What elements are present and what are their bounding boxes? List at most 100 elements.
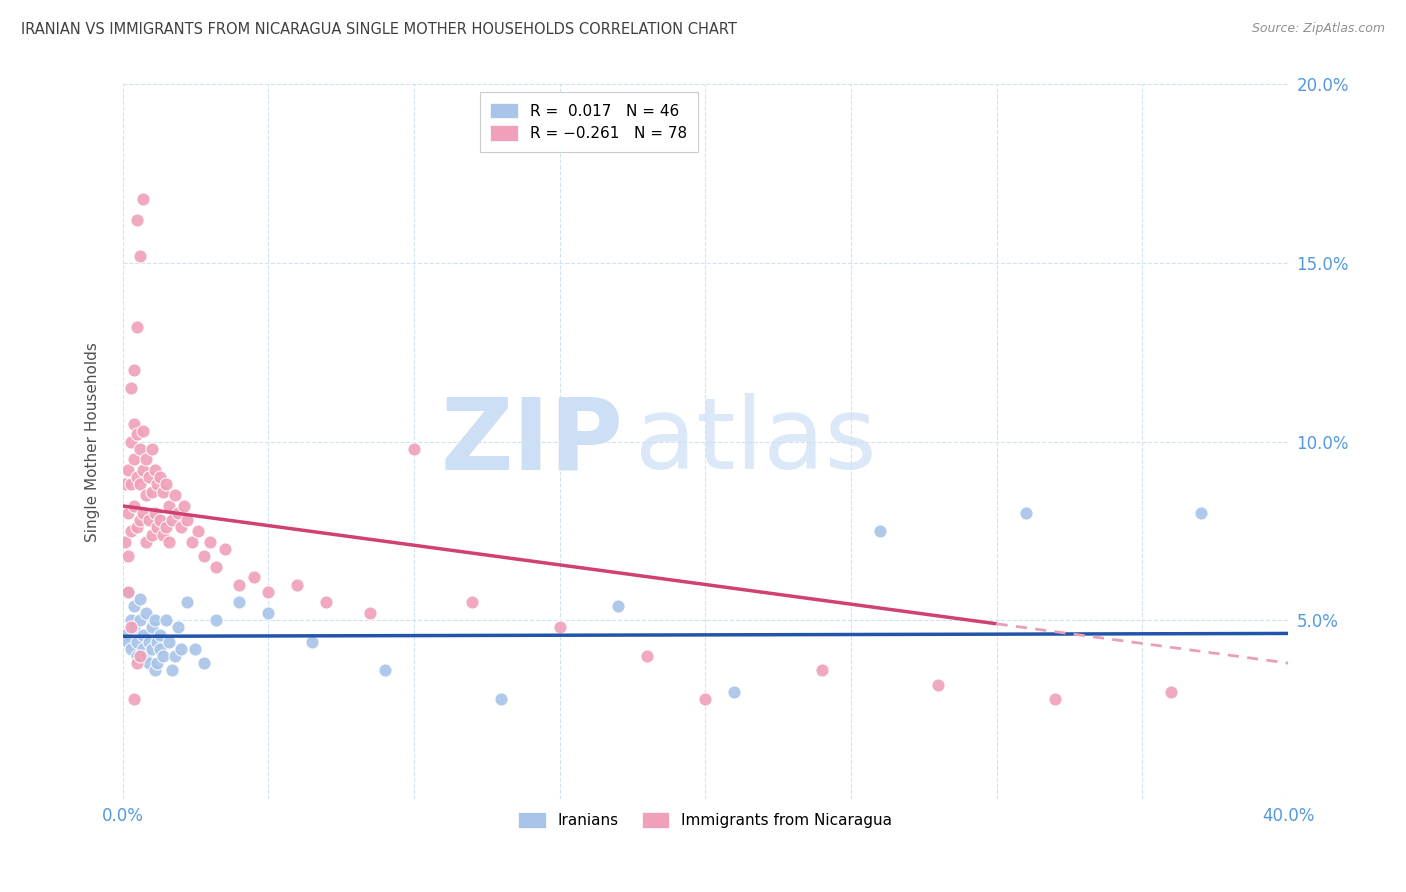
Point [129, 442, 152, 456]
Point [127, 634, 149, 648]
Point [127, 320, 149, 334]
Point [695, 691, 717, 706]
Point [143, 613, 166, 627]
Point [138, 634, 160, 648]
Point [120, 477, 142, 491]
Point [155, 520, 177, 534]
Point [129, 477, 152, 491]
Text: Source: ZipAtlas.com: Source: ZipAtlas.com [1251, 22, 1385, 36]
Point [606, 599, 628, 613]
Point [157, 499, 180, 513]
Point [143, 663, 166, 677]
Point [122, 452, 145, 467]
Point [204, 559, 226, 574]
Point [163, 648, 186, 663]
Legend: Iranians, Immigrants from Nicaragua: Iranians, Immigrants from Nicaragua [512, 805, 898, 834]
Point [127, 427, 149, 442]
Point [181, 534, 204, 549]
Point [170, 520, 193, 534]
Point [491, 691, 513, 706]
Point [135, 534, 157, 549]
Point [146, 634, 169, 648]
Point [157, 634, 180, 648]
Point [242, 570, 264, 584]
Point [927, 677, 949, 691]
Point [359, 606, 381, 620]
Point [315, 595, 337, 609]
Text: IRANIAN VS IMMIGRANTS FROM NICARAGUA SINGLE MOTHER HOUSEHOLDS CORRELATION CHART: IRANIAN VS IMMIGRANTS FROM NICARAGUA SIN… [21, 22, 737, 37]
Point [132, 627, 155, 641]
Point [114, 477, 136, 491]
Point [135, 488, 157, 502]
Point [170, 641, 193, 656]
Point [120, 434, 142, 449]
Point [122, 499, 145, 513]
Point [114, 627, 136, 641]
Point [120, 641, 142, 656]
Point [152, 484, 174, 499]
Point [143, 506, 166, 520]
Point [187, 524, 209, 538]
Point [117, 584, 139, 599]
Point [160, 663, 183, 677]
Point [129, 513, 152, 527]
Point [204, 613, 226, 627]
Point [810, 663, 832, 677]
Point [132, 641, 155, 656]
Point [160, 513, 183, 527]
Point [167, 506, 190, 520]
Point [127, 656, 149, 670]
Point [301, 634, 323, 648]
Point [636, 648, 658, 663]
Point [120, 524, 142, 538]
Point [122, 691, 145, 706]
Point [132, 424, 155, 438]
Point [155, 477, 177, 491]
Point [193, 656, 215, 670]
Text: ZIP: ZIP [441, 393, 624, 490]
Point [122, 417, 145, 431]
Point [129, 648, 152, 663]
Point [120, 381, 142, 395]
Point [141, 527, 163, 541]
Point [135, 606, 157, 620]
Point [1189, 506, 1212, 520]
Point [138, 470, 160, 484]
Point [120, 620, 142, 634]
Point [127, 648, 149, 663]
Point [120, 613, 142, 627]
Point [122, 363, 145, 377]
Point [257, 606, 280, 620]
Point [1043, 691, 1066, 706]
Point [167, 620, 190, 634]
Point [228, 577, 250, 591]
Point [152, 648, 174, 663]
Point [155, 613, 177, 627]
Point [127, 213, 149, 227]
Point [149, 513, 172, 527]
Point [132, 506, 155, 520]
Point [149, 470, 172, 484]
Point [138, 656, 160, 670]
Point [184, 641, 207, 656]
Point [1160, 684, 1182, 698]
Point [117, 634, 139, 648]
Point [129, 613, 152, 627]
Point [198, 534, 221, 549]
Point [723, 684, 745, 698]
Y-axis label: Single Mother Households: Single Mother Households [86, 342, 100, 541]
Point [228, 595, 250, 609]
Point [1015, 506, 1038, 520]
Point [176, 513, 198, 527]
Point [117, 549, 139, 563]
Point [129, 591, 152, 606]
Point [132, 463, 155, 477]
Point [176, 595, 198, 609]
Text: atlas: atlas [636, 393, 877, 490]
Point [149, 641, 172, 656]
Point [152, 527, 174, 541]
Point [141, 484, 163, 499]
Point [461, 595, 484, 609]
Point [548, 620, 571, 634]
Point [135, 648, 157, 663]
